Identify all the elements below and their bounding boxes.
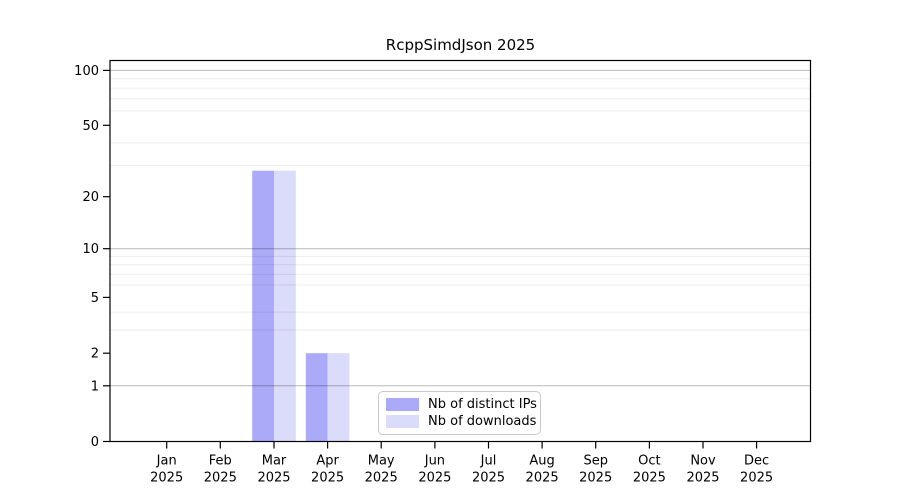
bar-apr-2025-series0 bbox=[305, 353, 328, 442]
x-tick-label: Aug 2025 bbox=[526, 454, 559, 486]
legend-label-downloads: Nb of downloads bbox=[428, 414, 537, 429]
legend-swatch-downloads bbox=[386, 415, 419, 428]
x-tick-label: Feb 2025 bbox=[204, 454, 237, 486]
legend-item-distinct-ips: Nb of distinct IPs bbox=[386, 396, 537, 413]
y-tick-label: 100 bbox=[74, 64, 99, 79]
x-tick-label: Jul 2025 bbox=[472, 454, 505, 486]
y-tick-label: 50 bbox=[82, 119, 99, 134]
x-tick-label: Mar 2025 bbox=[257, 454, 290, 486]
x-tick-label: Nov 2025 bbox=[686, 454, 719, 486]
x-tick-label: May 2025 bbox=[365, 454, 398, 486]
x-tick-label: Sep 2025 bbox=[579, 454, 612, 486]
y-tick-label: 5 bbox=[91, 291, 99, 306]
bar-apr-2025-series1 bbox=[327, 353, 350, 442]
chart-title: RcppSimdJson 2025 bbox=[385, 36, 536, 54]
y-tick-label: 0 bbox=[91, 435, 99, 450]
legend-item-downloads: Nb of downloads bbox=[386, 413, 536, 430]
y-tick-label: 1 bbox=[91, 379, 99, 394]
legend: Nb of distinct IPs Nb of downloads bbox=[378, 391, 541, 435]
y-tick-label: 20 bbox=[82, 190, 99, 205]
x-tick-label: Apr 2025 bbox=[311, 454, 344, 486]
legend-label-distinct-ips: Nb of distinct IPs bbox=[428, 397, 537, 412]
legend-swatch-distinct-ips bbox=[386, 398, 419, 411]
x-tick-label: Jan 2025 bbox=[150, 454, 183, 486]
x-tick-label: Jun 2025 bbox=[418, 454, 451, 486]
x-tick-label: Oct 2025 bbox=[633, 454, 666, 486]
y-tick-label: 10 bbox=[82, 242, 99, 257]
y-tick-label: 2 bbox=[91, 347, 99, 362]
plot-frame bbox=[109, 59, 812, 443]
x-tick-label: Dec 2025 bbox=[740, 454, 773, 486]
bar-mar-2025-series1 bbox=[274, 170, 296, 442]
bar-mar-2025-series0 bbox=[252, 170, 274, 442]
